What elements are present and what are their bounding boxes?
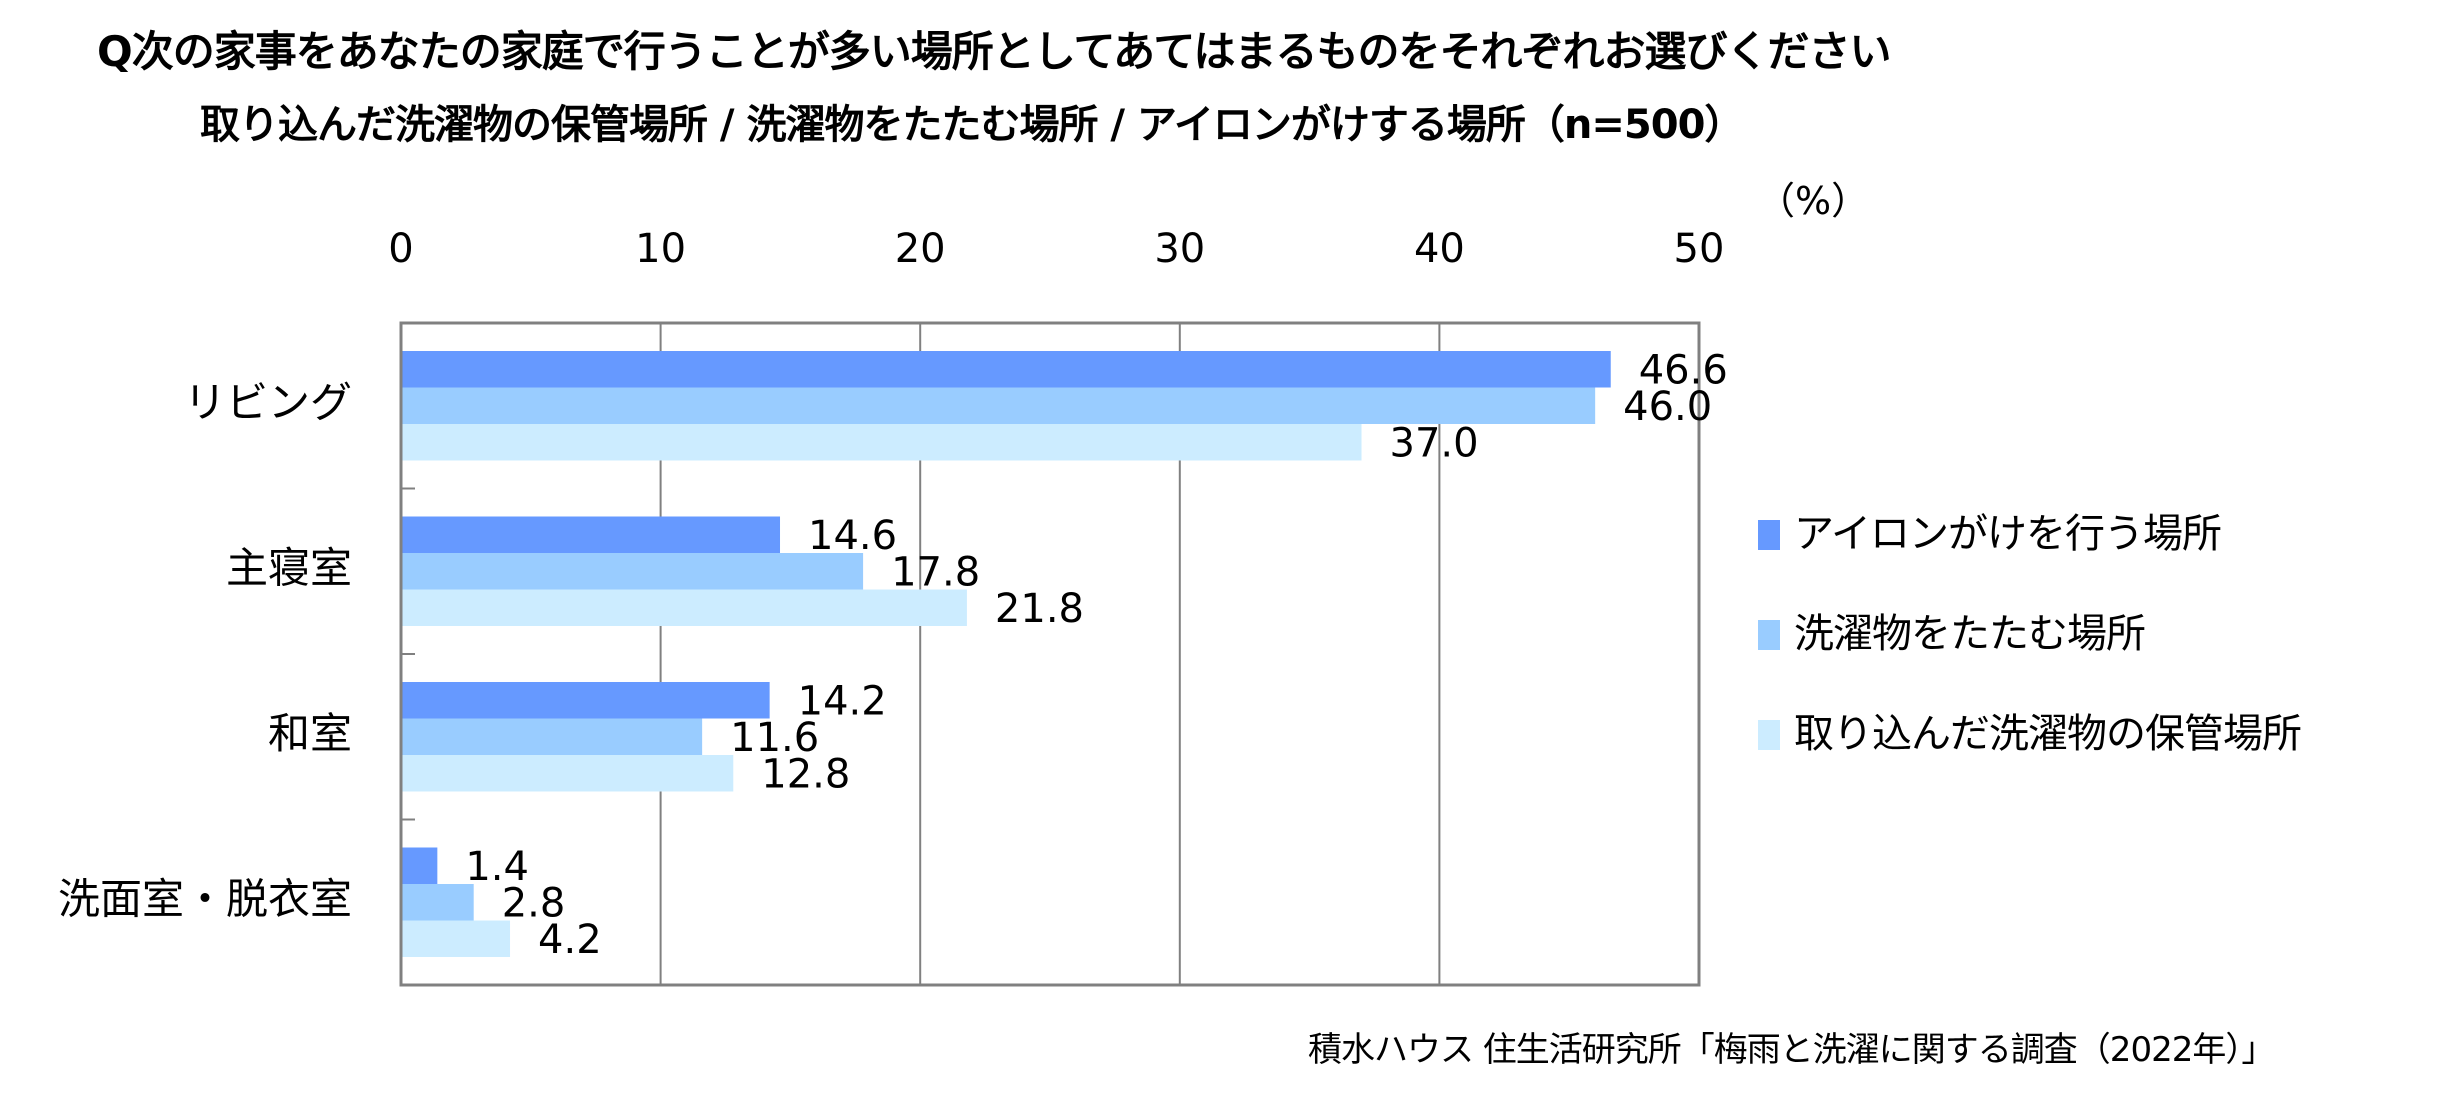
bar [401,718,703,755]
legend-swatch-icon [1758,520,1780,550]
x-tick-label: 0 [388,226,413,272]
bar [401,682,770,719]
legend-label: 洗濯物をたたむ場所 [1794,611,2146,657]
chart-subtitle: 取り込んだ洗濯物の保管場所 / 洗濯物をたたむ場所 / アイロンがけする場所（n… [200,102,1744,148]
plot-border [399,321,1701,987]
bar [401,387,1596,424]
data-label: 14.6 [808,513,897,559]
x-tick-label: 10 [635,226,686,272]
bar [401,553,864,590]
data-label: 11.6 [730,715,819,761]
source-note: 積水ハウス 住生活研究所「梅雨と洗濯に関する調査（2022年）」 [1308,1030,2275,1070]
axis-unit-label: （%） [1757,179,1870,223]
plot-frame [399,321,1701,987]
data-label: 46.6 [1639,347,1728,393]
data-label: 37.0 [1390,420,1479,466]
data-label: 4.2 [538,917,602,963]
bar [401,884,474,921]
legend-item: 洗濯物をたたむ場所 [1758,580,2301,680]
legend-label: アイロンがけを行う場所 [1794,511,2222,557]
data-label: 17.8 [891,549,980,595]
data-label: 1.4 [465,844,529,890]
legend-swatch-icon [1758,720,1780,750]
bar [401,920,511,957]
x-tick-label: 30 [1154,226,1205,272]
category-label: リビング [184,378,352,427]
bar [401,755,734,792]
x-tick-label: 40 [1414,226,1465,272]
category-label: 洗面室・脱衣室 [58,874,352,923]
data-label: 46.0 [1623,384,1712,430]
legend-item: 取り込んだ洗濯物の保管場所 [1758,680,2302,780]
legend-label: 取り込んだ洗濯物の保管場所 [1794,711,2302,757]
legend-swatch-icon [1758,620,1780,650]
data-labels: 46.6 14.6 14.2 1.4 46.0 17.8 11.6 2.8 37.0 21.8 12… [465,347,1727,963]
category-label: 和室 [268,709,352,758]
bar [401,516,781,553]
bar [401,847,438,884]
chart-title: Q次の家事をあなたの家庭で行うことが多い場所としてあてはまるものをそれぞれお選び… [97,27,1892,76]
data-label: 21.8 [995,586,1084,632]
legend: アイロンがけを行う場所 洗濯物をたたむ場所 取り込んだ洗濯物の保管場所 [1758,480,2302,780]
data-label: 14.2 [798,678,887,724]
category-label: 主寝室 [226,543,352,592]
bars [401,351,1611,957]
x-tick-label: 20 [895,226,946,272]
legend-item: アイロンがけを行う場所 [1758,480,2301,580]
bar [401,351,1611,388]
x-tick-label: 50 [1674,226,1725,272]
bar [401,424,1362,461]
data-label: 12.8 [761,751,850,797]
x-tick-labels: 0 10 20 30 40 50 [388,226,1724,272]
bar [401,589,967,626]
data-label: 2.8 [502,880,566,926]
